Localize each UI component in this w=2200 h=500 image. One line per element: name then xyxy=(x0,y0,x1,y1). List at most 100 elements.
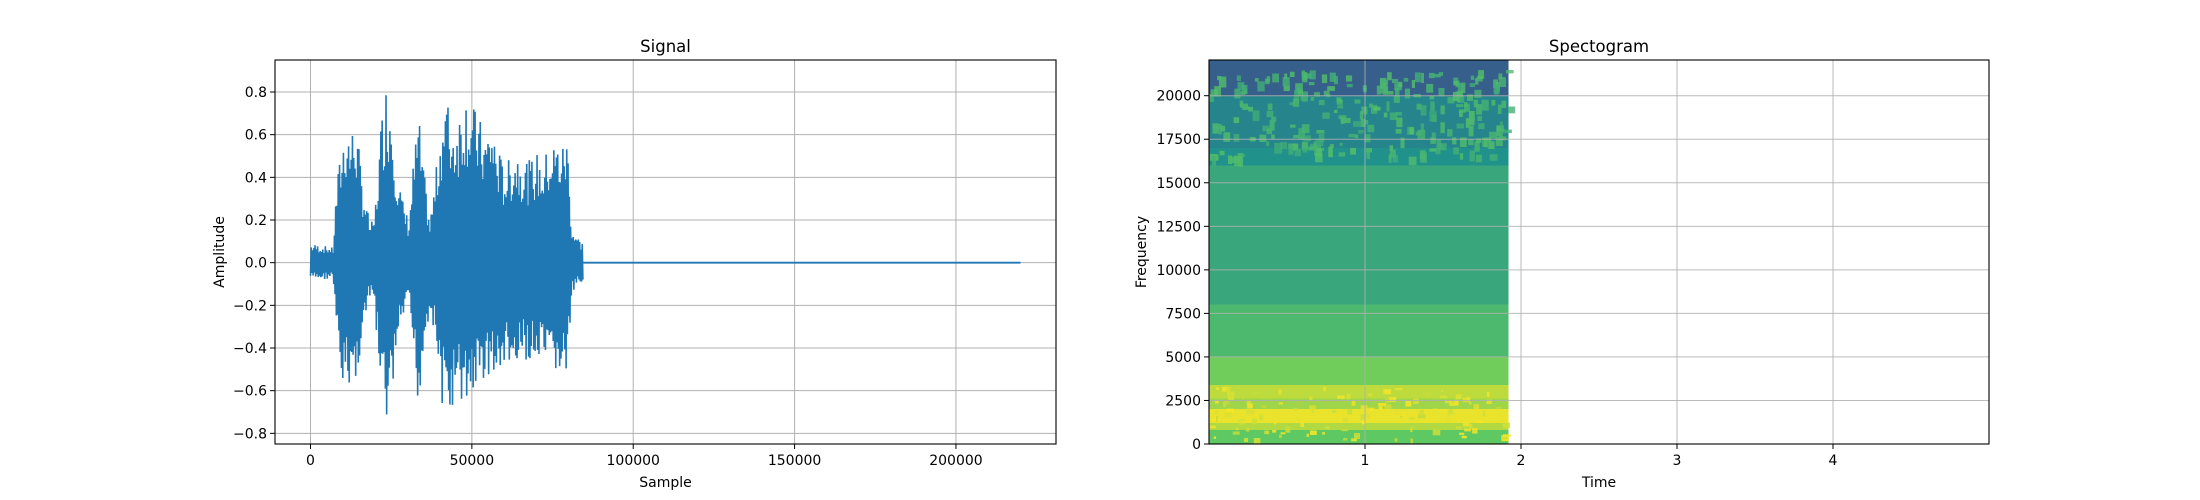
spectrogram-cell xyxy=(1274,142,1283,154)
spectrogram-cell xyxy=(1476,420,1483,423)
spectrogram-cell xyxy=(1469,83,1476,87)
spectrogram-cell xyxy=(1336,99,1343,105)
spectrogram-cell xyxy=(1345,75,1353,82)
spectrogram-cell xyxy=(1419,150,1426,160)
spectrogram-cell xyxy=(1469,120,1475,126)
spectrogram-cell xyxy=(1272,73,1279,83)
spectrogram-cell xyxy=(1234,88,1241,99)
spectrogram-cell xyxy=(1415,131,1422,136)
spectrogram-cell xyxy=(1346,83,1353,88)
spectrogram-cell xyxy=(1441,389,1444,392)
spectrogram-cell xyxy=(1387,72,1392,81)
spectrogram-cell xyxy=(1314,146,1319,153)
spectrogram-cell xyxy=(1348,133,1355,138)
spectrogram-cell xyxy=(1391,78,1399,84)
spectrogram-cell xyxy=(1482,410,1486,417)
spectrogram-cell xyxy=(1474,141,1480,152)
signal-frame xyxy=(274,59,1057,445)
signal-waveform xyxy=(309,95,584,415)
spectrogram-cell xyxy=(1364,134,1371,143)
signal-xtick-label: 200000 xyxy=(929,453,982,469)
spectrogram-cell xyxy=(1456,92,1461,103)
signal-ytick-label: 0.6 xyxy=(245,128,267,144)
spectrogram-cell xyxy=(1341,429,1349,432)
spectrogram-cell xyxy=(1438,88,1445,97)
spectrogram-cell xyxy=(1465,118,1470,128)
spectrogram-cell xyxy=(1452,91,1458,102)
spectrogram-cell xyxy=(1267,103,1273,111)
spectrogram-cell xyxy=(1301,141,1309,150)
spectrogram-cell xyxy=(1429,111,1437,122)
spectrogram-cell xyxy=(1235,427,1239,431)
spectrogram-cell xyxy=(1300,422,1304,427)
spectrogram-cell xyxy=(1497,104,1502,114)
spectrogram-x-ticks: 1 2 3 4 xyxy=(1361,444,1838,469)
spectrogram-cell xyxy=(1328,146,1333,158)
spectrogram-cell xyxy=(1410,438,1413,444)
spectrogram-cell xyxy=(1226,408,1234,412)
spectrogram-cell xyxy=(1272,430,1277,433)
spectrogram-cell xyxy=(1416,103,1422,110)
spectrogram-cell xyxy=(1477,116,1482,121)
spectrogram-cell xyxy=(1411,80,1415,88)
spectrogram-cell xyxy=(1378,403,1386,406)
spectrogram-cell xyxy=(1337,395,1345,399)
spectrogram-cell xyxy=(1487,391,1490,397)
spectrogram-cell xyxy=(1242,106,1250,110)
spectrogram-cell xyxy=(1457,82,1463,92)
spectrogram-cell xyxy=(1240,91,1246,96)
spectrogram-cell xyxy=(1289,102,1295,106)
spectrogram-ytick-label: 15000 xyxy=(1156,176,1201,192)
spectrogram-cell xyxy=(1369,408,1373,411)
spectrogram-cell xyxy=(1476,104,1483,115)
spectrogram-cell xyxy=(1462,421,1471,427)
spectrogram-cell xyxy=(1289,71,1295,77)
spectrogram-cell xyxy=(1303,135,1311,142)
spectrogram-cell xyxy=(1252,110,1260,122)
spectrogram-cell xyxy=(1361,421,1366,425)
spectrogram-cell xyxy=(1447,97,1455,104)
spectrogram-cell xyxy=(1232,431,1240,435)
spectrogram-cell xyxy=(1426,83,1434,93)
spectrogram-cell xyxy=(1459,432,1465,436)
spectrogram-cell xyxy=(1478,70,1485,79)
spectrogram-cell xyxy=(1302,91,1308,102)
signal-y-ticks: −0.8 −0.6 −0.4 −0.2 0.0 0.2 0.4 0.6 0.8 xyxy=(233,85,275,442)
spectrogram-cell xyxy=(1464,103,1470,112)
spectrogram-cell xyxy=(1283,85,1290,92)
spectrogram-cell xyxy=(1364,413,1370,418)
spectrogram-cell xyxy=(1483,137,1488,148)
spectrogram-cell xyxy=(1403,77,1409,82)
spectrogram-cell xyxy=(1248,106,1253,112)
spectrogram-cell xyxy=(1373,106,1381,111)
spectrogram-cell xyxy=(1329,144,1334,148)
spectrogram-cell xyxy=(1419,409,1424,415)
spectrogram-cell xyxy=(1304,73,1312,79)
spectrogram-cell xyxy=(1310,143,1316,149)
spectrogram-cell xyxy=(1400,137,1405,149)
spectrogram-cell xyxy=(1421,73,1424,83)
spectrogram-cell xyxy=(1414,72,1421,83)
spectrogram-cell xyxy=(1501,435,1507,440)
spectrogram-cell xyxy=(1340,116,1345,124)
spectrogram-cell xyxy=(1468,111,1475,121)
spectrogram-cell xyxy=(1395,409,1399,415)
spectrogram-cell xyxy=(1499,132,1503,141)
spectrogram-cell xyxy=(1460,137,1467,147)
spectrogram-cell xyxy=(1446,417,1451,423)
spectrogram-cell xyxy=(1344,117,1351,123)
spectrogram-ylabel: Frequency xyxy=(1134,216,1150,288)
spectrogram-cell xyxy=(1469,150,1475,162)
spectrogram-cell xyxy=(1333,109,1338,114)
spectrogram-cell xyxy=(1216,387,1219,390)
spectrogram-cell xyxy=(1209,425,1216,429)
spectrogram-cell xyxy=(1430,101,1435,112)
spectrogram-cell xyxy=(1390,149,1396,158)
spectrogram-cell xyxy=(1314,92,1321,97)
spectrogram-cell xyxy=(1368,393,1373,397)
spectrogram-cell xyxy=(1351,438,1357,442)
spectrogram-cell xyxy=(1237,82,1245,91)
spectrogram-cell xyxy=(1318,133,1325,143)
spectrogram-cell xyxy=(1354,433,1360,439)
spectrogram-cell xyxy=(1315,152,1323,163)
